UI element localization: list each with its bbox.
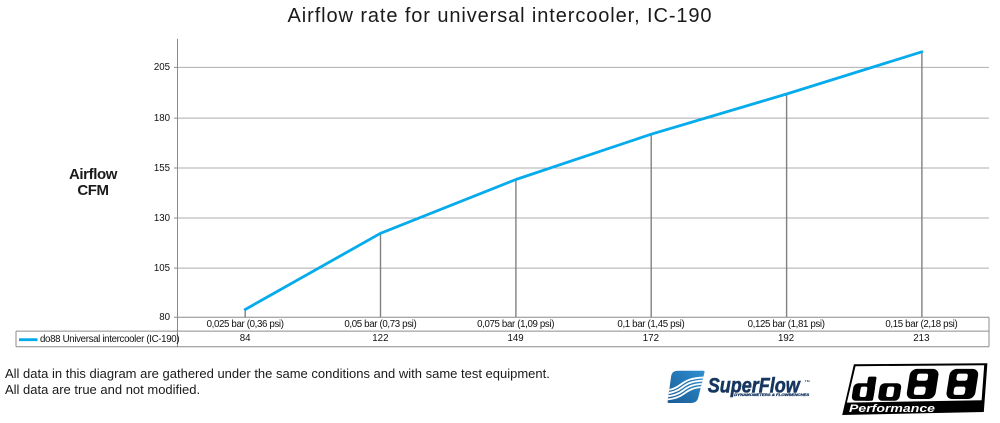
svg-text:SuperFlow: SuperFlow — [708, 375, 801, 398]
svg-text:Performance: Performance — [849, 403, 935, 415]
svg-text:DYNAMOMETERS & FLOWBENCHES: DYNAMOMETERS & FLOWBENCHES — [734, 392, 809, 397]
svg-text:™: ™ — [805, 380, 811, 386]
